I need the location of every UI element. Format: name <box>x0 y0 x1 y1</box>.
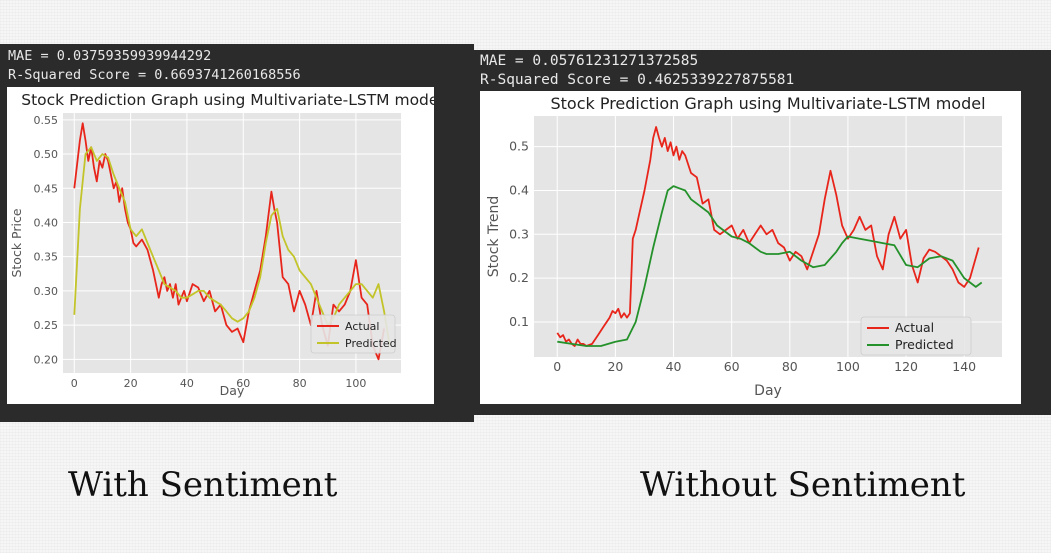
x-tick-label: 120 <box>894 359 918 374</box>
x-tick-label: 60 <box>236 377 250 390</box>
right-mae-text: MAE = 0.05761231271372585 <box>480 53 699 69</box>
x-axis-label: Day <box>220 383 245 398</box>
x-tick-label: 60 <box>724 359 740 374</box>
series-line-predicted <box>557 185 983 347</box>
chart-title: Stock Prediction Graph using Multivariat… <box>550 94 985 113</box>
x-tick-label: 40 <box>666 359 682 374</box>
legend-label: Actual <box>345 320 379 333</box>
x-tick-label: 0 <box>71 377 78 390</box>
y-axis-label: Stock Trend <box>486 196 502 278</box>
right-r2-text: R-Squared Score = 0.4625339227875581 <box>480 72 795 88</box>
y-tick-label: 0.1 <box>509 314 529 329</box>
y-tick-label: 0.55 <box>34 114 59 127</box>
left-chart: 0 20 40 60 80 100 0.20 0.25 0.30 0.35 0.40 0.45 0.50… <box>9 91 434 398</box>
x-tick-label: 140 <box>952 359 976 374</box>
y-tick-label: 0.20 <box>34 353 59 366</box>
y-axis-label: Stock Price <box>9 208 24 277</box>
left-chart-panel: MAE = 0.03759359939944292 R-Squared Scor… <box>0 44 474 422</box>
y-tick-label: 0.3 <box>509 226 529 241</box>
left-mae-text: MAE = 0.03759359939944292 <box>8 48 212 64</box>
series-line-actual <box>556 126 980 347</box>
y-tick-label: 0.50 <box>34 148 59 161</box>
y-tick-label: 0.45 <box>34 182 59 195</box>
x-tick-label: 100 <box>345 377 366 390</box>
x-tick-label: 80 <box>293 377 307 390</box>
x-axis-label: Day <box>754 383 782 399</box>
x-tick-label: 100 <box>836 359 860 374</box>
x-tick-label: 20 <box>607 359 623 374</box>
legend-label: Predicted <box>895 337 954 352</box>
x-tick-label: 0 <box>553 359 561 374</box>
left-r2-text: R-Squared Score = 0.6693741260168556 <box>8 67 301 83</box>
x-tick-label: 80 <box>782 359 798 374</box>
y-tick-label: 0.4 <box>509 182 529 197</box>
chart-title: Stock Prediction Graph using Multivariat… <box>21 91 434 109</box>
right-plot-box: 0 20 40 60 80 100 120 140 0.1 0.2 0.3 0.4 0.5 Stock P… <box>480 91 1021 404</box>
left-caption: With Sentiment <box>68 465 338 505</box>
y-tick-label: 0.35 <box>34 251 59 264</box>
left-plot-box: 0 20 40 60 80 100 0.20 0.25 0.30 0.35 0.40 0.45 0.50… <box>7 87 434 404</box>
y-tick-label: 0.30 <box>34 285 59 298</box>
y-tick-label: 0.2 <box>509 270 529 285</box>
legend-label: Predicted <box>345 337 397 350</box>
y-tick-label: 0.5 <box>509 139 529 154</box>
series-line-actual <box>73 122 385 361</box>
right-chart-panel: MAE = 0.05761231271372585 R-Squared Scor… <box>474 50 1051 415</box>
y-tick-label: 0.25 <box>34 319 59 332</box>
y-tick-label: 0.40 <box>34 216 59 229</box>
right-caption: Without Sentiment <box>640 465 966 505</box>
x-tick-label: 20 <box>124 377 138 390</box>
right-chart: 0 20 40 60 80 100 120 140 0.1 0.2 0.3 0.4 0.5 Stock P… <box>486 94 1002 399</box>
series-line-predicted <box>73 146 391 346</box>
legend-label: Actual <box>895 320 934 335</box>
x-tick-label: 40 <box>180 377 194 390</box>
